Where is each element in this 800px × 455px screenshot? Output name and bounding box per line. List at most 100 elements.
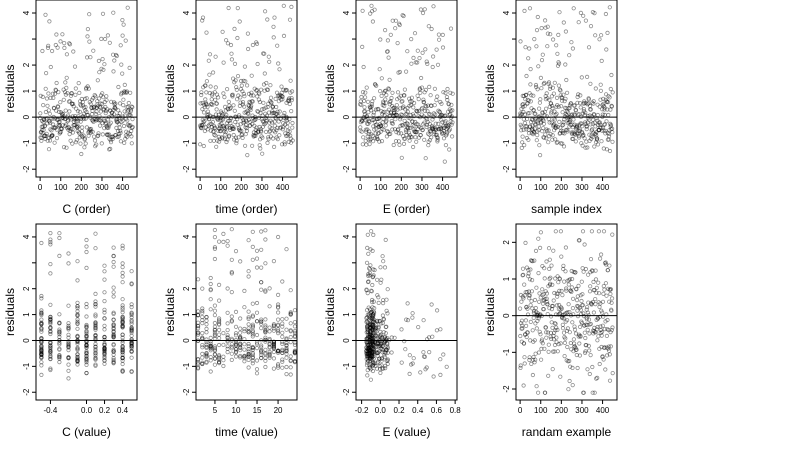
data-point — [84, 329, 89, 334]
data-point — [262, 71, 267, 76]
data-point — [367, 267, 372, 272]
data-point — [592, 390, 597, 395]
plot-frame — [355, 223, 458, 401]
data-point — [378, 123, 383, 128]
data-point — [226, 107, 231, 112]
data-point — [246, 315, 251, 320]
data-point — [404, 121, 409, 126]
data-point — [562, 131, 567, 136]
data-point — [129, 369, 134, 374]
data-point — [604, 147, 610, 152]
data-point — [580, 266, 585, 271]
data-point — [271, 341, 276, 347]
data-point — [263, 339, 268, 344]
data-point — [600, 112, 605, 117]
data-point — [75, 347, 80, 352]
data-point — [120, 355, 125, 361]
data-point — [232, 61, 238, 67]
data-point — [39, 308, 44, 313]
data-point — [429, 124, 435, 129]
data-point — [361, 64, 366, 70]
data-point — [288, 365, 293, 370]
data-point — [368, 346, 373, 351]
data-point — [271, 323, 276, 328]
data-point — [292, 348, 297, 353]
data-point — [76, 81, 81, 86]
data-point — [254, 88, 259, 93]
data-point — [200, 320, 205, 326]
data-point — [571, 103, 577, 108]
data-point — [600, 103, 605, 108]
data-point — [120, 356, 125, 361]
data-point — [204, 344, 209, 349]
y-tick-label: 2 — [342, 62, 351, 67]
data-point — [48, 341, 53, 346]
data-point — [102, 298, 107, 304]
data-point — [533, 321, 538, 326]
data-point — [93, 320, 98, 325]
data-point — [200, 360, 205, 365]
data-point — [567, 119, 572, 124]
data-point — [383, 339, 388, 344]
data-point — [603, 319, 608, 324]
data-point — [554, 111, 559, 116]
data-point — [212, 356, 217, 361]
data-point — [217, 316, 222, 321]
data-point — [594, 133, 599, 138]
data-point — [543, 97, 549, 102]
data-point — [275, 330, 281, 336]
data-point — [203, 97, 208, 102]
data-point — [204, 318, 209, 323]
data-point — [370, 325, 376, 330]
data-point — [564, 77, 569, 83]
data-point — [388, 110, 394, 116]
data-point — [65, 91, 70, 96]
data-point — [581, 107, 587, 112]
data-point — [364, 330, 369, 335]
data-point — [360, 142, 365, 147]
data-point — [524, 265, 530, 270]
data-point — [101, 106, 106, 111]
data-point — [198, 142, 203, 147]
data-point — [370, 316, 375, 321]
data-point — [374, 277, 380, 282]
data-point — [580, 124, 585, 129]
data-point — [371, 96, 377, 101]
data-point — [518, 365, 523, 370]
data-point — [48, 331, 53, 337]
data-point — [263, 288, 268, 293]
data-point — [270, 105, 275, 110]
data-point — [556, 302, 562, 308]
data-point — [267, 325, 272, 330]
data-point — [84, 350, 89, 355]
data-point — [242, 288, 247, 293]
data-point — [285, 124, 290, 129]
data-point — [369, 353, 374, 358]
data-point — [386, 87, 392, 92]
data-point — [548, 314, 554, 319]
data-point — [271, 343, 276, 348]
data-point — [49, 133, 54, 138]
data-point — [577, 112, 582, 117]
data-point — [225, 339, 230, 344]
data-point — [68, 93, 74, 98]
data-point — [435, 62, 441, 67]
data-point — [212, 126, 217, 131]
data-point — [534, 285, 539, 290]
data-point — [213, 85, 218, 90]
data-point — [527, 124, 532, 129]
data-point — [385, 361, 390, 367]
data-point — [535, 390, 541, 395]
data-point — [556, 341, 561, 347]
data-point — [263, 237, 268, 242]
data-point — [49, 48, 55, 54]
data-point — [369, 321, 374, 326]
data-point — [205, 127, 210, 132]
data-point — [66, 344, 71, 349]
data-point — [417, 124, 422, 129]
data-point — [263, 325, 268, 330]
data-point — [577, 128, 582, 133]
data-point — [288, 328, 293, 333]
data-point — [220, 136, 225, 141]
data-point — [104, 98, 109, 103]
